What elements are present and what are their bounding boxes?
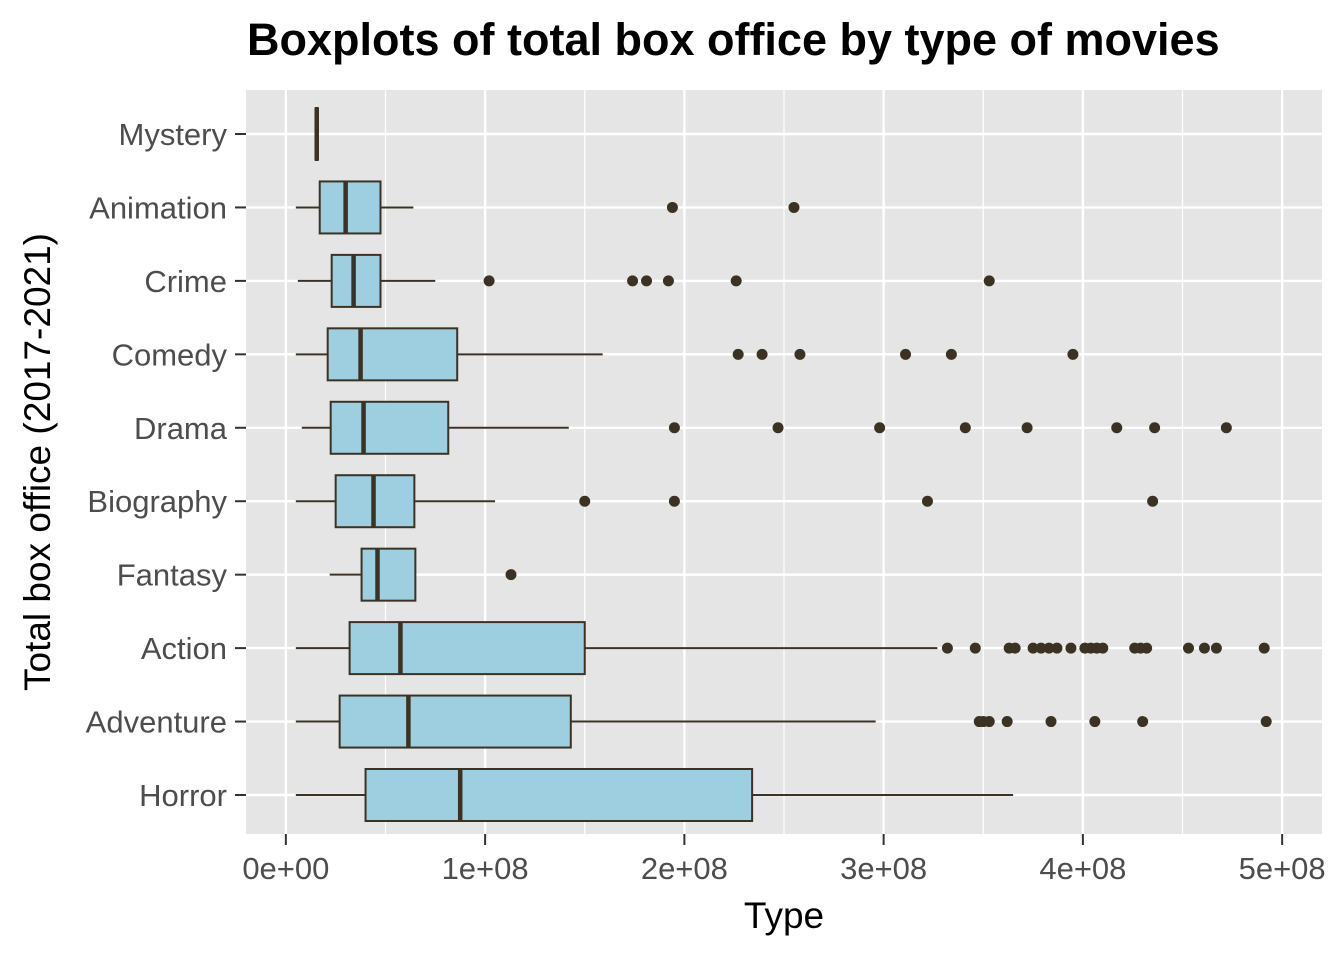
outlier-point [900,348,912,360]
x-tick-label: 2e+08 [641,851,728,886]
outlier-point [1258,642,1270,654]
outlier-point [788,201,800,213]
box-crime [297,253,995,308]
outlier-point [1111,422,1123,434]
box-series [295,107,1272,822]
iqr-box [364,768,754,822]
outlier-point [772,422,784,434]
outlier-point [641,275,653,287]
x-tick-label: 4e+08 [1039,851,1126,886]
outlier-point [1260,716,1272,728]
outlier-point [1067,348,1079,360]
outlier-point [1065,642,1077,654]
outlier-point [941,642,953,654]
category-label: Animation [89,190,227,225]
iqr-box [329,400,450,455]
outlier-point [874,422,886,434]
category-label: Comedy [112,337,228,372]
outlier-point [921,495,933,507]
outlier-point [666,201,678,213]
x-tick-label: 3e+08 [840,851,927,886]
outlier-point [1220,422,1232,434]
outlier-point [1210,642,1222,654]
iqr-box [338,694,572,749]
iqr-box [330,253,382,308]
outlier-point [668,422,680,434]
outlier-point [483,275,495,287]
x-axis-title: Type [744,895,824,936]
outlier-point [1141,642,1153,654]
outlier-point [1009,642,1021,654]
outlier-point [1045,716,1057,728]
outlier-point [1051,642,1063,654]
outlier-point [983,275,995,287]
outlier-point [969,642,981,654]
outlier-point [627,275,639,287]
outlier-point [1001,716,1013,728]
outlier-point [1149,422,1161,434]
iqr-box [318,180,382,235]
box-action [295,621,1270,676]
box-adventure [295,694,1272,749]
outlier-point [794,348,806,360]
category-label: Biography [87,484,227,519]
x-tick-label: 5e+08 [1239,851,1326,886]
outlier-point [1147,495,1159,507]
outlier-point [1198,642,1210,654]
category-label: Horror [139,778,227,813]
outlier-point [1097,642,1109,654]
outlier-point [579,495,591,507]
outlier-point [1021,422,1033,434]
category-label: Action [141,631,227,666]
category-label: Adventure [86,705,227,740]
outlier-point [1137,716,1149,728]
box-animation [295,180,800,235]
outlier-point [959,422,971,434]
outlier-point [732,348,744,360]
outlier-point [662,275,674,287]
category-label: Crime [144,264,227,299]
chart-title: Boxplots of total box office by type of … [247,14,1220,65]
x-tick-label: 0e+00 [242,851,329,886]
outlier-point [730,275,742,287]
outlier-point [1089,716,1101,728]
iqr-box [326,327,459,382]
outlier-point [1027,642,1039,654]
box-biography [295,474,1159,529]
outlier-point [1043,642,1055,654]
outlier-point [1182,642,1194,654]
y-axis-title: Total box office (2017-2021) [17,233,58,691]
box-comedy [295,327,1079,382]
box-fantasy [329,547,517,602]
x-tick-label: 1e+08 [442,851,529,886]
axes: Mystery Animation Crime Comedy Drama Biograph… [86,117,1326,886]
outlier-point [756,348,768,360]
box-horror [295,768,1014,822]
box-mystery [314,107,319,161]
category-label: Drama [134,411,228,446]
outlier-point [668,495,680,507]
iqr-box [360,547,417,602]
iqr-box [348,621,586,676]
category-label: Fantasy [117,558,228,593]
outlier-point [1035,642,1047,654]
outlier-point [983,716,995,728]
box-drama [301,400,1232,455]
outlier-point [945,348,957,360]
outlier-point [505,569,517,581]
category-label: Mystery [119,117,228,152]
